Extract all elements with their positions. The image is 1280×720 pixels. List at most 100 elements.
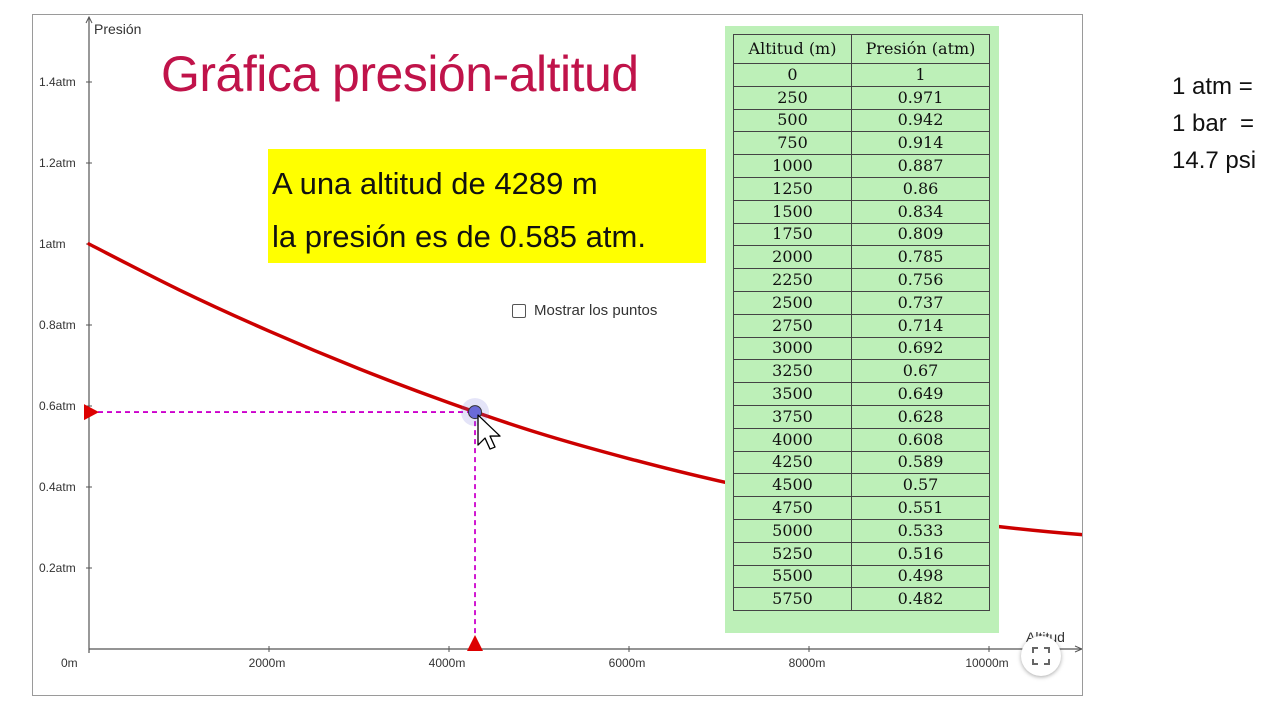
note-line: 1 bar = [1172,110,1255,137]
table-row: 1250 0.86 [733,176,990,201]
table-row: 2250 0.756 [733,268,990,292]
altitude-cell: 2500 [733,290,852,315]
altitude-cell: 0 [733,63,852,87]
pressure-cell: 0.589 [851,450,990,475]
pressure-cell: 0.834 [851,199,990,224]
pressure-cell: 0.498 [851,564,990,589]
altitude-cell: 3750 [733,404,852,429]
y-tick-label: 0.6atm [39,399,76,413]
table-row: 4000 0.608 [733,427,990,452]
y-tick-label: 0.8atm [39,318,76,332]
altitude-cell: 250 [733,85,852,110]
table-row: 2500 0.737 [733,290,990,315]
altitude-cell: 1750 [733,222,852,247]
table-row: 1750 0.809 [733,222,990,247]
table-row: 5000 0.533 [733,518,990,543]
pressure-cell: 0.482 [851,587,990,612]
pressure-cell: 0.942 [851,108,990,133]
pressure-cell: 0.692 [851,336,990,361]
pressure-cell: 0.809 [851,222,990,247]
y-tick-label: 0.4atm [39,480,76,494]
table-row: 3000 0.692 [733,336,990,361]
pressure-cell: 1 [851,63,990,87]
altitude-cell: 4000 [733,427,852,452]
altitude-cell: 5500 [733,564,852,589]
tick-labels: 0m2000m4000m6000m8000m10000m12000m14000m… [39,75,1009,670]
table-row: 5500 0.498 [733,564,990,589]
pressure-cell: 0.785 [851,245,990,270]
altitude-cell: 500 [733,108,852,133]
table-row: 4500 0.57 [733,473,990,498]
table-row: 4250 0.589 [733,450,990,475]
info-box: A una altitud de 4289 m la presión es de… [268,149,706,263]
pressure-cell: 0.649 [851,382,990,406]
note-line: 14.7 psi [1172,147,1257,174]
table-row: 2750 0.714 [733,313,990,338]
altitude-cell: 5000 [733,518,852,543]
show-points-label: Mostrar los puntos [534,302,658,319]
graph-applet: 0m2000m4000m6000m8000m10000m12000m14000m… [32,14,1083,696]
altitude-cell: 3000 [733,336,852,361]
y-axis-marker-icon [84,404,99,421]
altitude-cell: 3250 [733,359,852,384]
table-row: 250 0.971 [733,85,990,110]
highlight-point-group[interactable] [461,398,501,450]
fullscreen-button[interactable] [1021,636,1061,676]
altitude-cell: 4500 [733,473,852,498]
x-tick-label: 8000m [789,656,826,670]
y-tick-label: 1atm [39,237,66,251]
pressure-cell: 0.57 [851,473,990,498]
pressure-cell: 0.714 [851,313,990,338]
guide-lines [84,404,484,651]
column-header-pressure: Presión (atm) [851,34,990,64]
altitude-cell: 4750 [733,496,852,520]
x-axis-arrow [1074,645,1082,653]
fullscreen-icon [1032,647,1050,665]
axes [85,15,1082,653]
pressure-cell: 0.628 [851,404,990,429]
x-tick-label: 0m [61,656,78,670]
pressure-cell: 0.86 [851,176,990,201]
show-points-toggle[interactable]: Mostrar los puntos [512,302,657,319]
altitude-cell: 2250 [733,268,852,292]
column-header-altitude: Altitud (m) [733,34,852,64]
table-row: 3250 0.67 [733,359,990,384]
y-tick-label: 0.2atm [39,561,76,575]
pressure-cell: 0.608 [851,427,990,452]
pressure-cell: 0.914 [851,131,990,156]
table-row: 500 0.942 [733,108,990,133]
table-row: 4750 0.551 [733,496,990,520]
table-row: 5250 0.516 [733,541,990,566]
show-points-checkbox[interactable] [512,303,526,318]
y-axis-label: Presión [94,21,141,37]
altitude-cell: 5250 [733,541,852,566]
data-table-panel: Altitud (m) Presión (atm) 0 1 250 0.971 500 0… [725,26,999,633]
altitude-cell: 2000 [733,245,852,270]
table-row: 3500 0.649 [733,382,990,406]
table-row: 3750 0.628 [733,404,990,429]
pressure-cell: 0.516 [851,541,990,566]
note-line: 1 atm = [1172,73,1253,100]
pressure-cell: 0.737 [851,290,990,315]
pressure-cell: 0.551 [851,496,990,520]
x-tick-label: 10000m [965,656,1008,670]
table-header-row: Altitud (m) Presión (atm) [733,34,990,64]
pressure-cell: 0.756 [851,268,990,292]
x-axis-marker-icon [467,635,484,651]
pressure-cell: 0.67 [851,359,990,384]
x-tick-label: 4000m [429,656,466,670]
info-line-altitude: A una altitud de 4289 m [272,166,598,201]
table-row: 750 0.914 [733,131,990,156]
table-row: 5750 0.482 [733,587,990,612]
table-row: 2000 0.785 [733,245,990,270]
altitude-cell: 750 [733,131,852,156]
x-tick-label: 2000m [249,656,286,670]
y-tick-label: 1.4atm [39,75,76,89]
altitude-cell: 1250 [733,176,852,201]
altitude-cell: 1000 [733,154,852,178]
info-line-pressure: la presión es de 0.585 atm. [272,219,646,254]
altitude-cell: 4250 [733,450,852,475]
table-row: 1500 0.834 [733,199,990,224]
y-tick-label: 1.2atm [39,156,76,170]
page-title: Gráfica presión-altitud [161,46,639,102]
